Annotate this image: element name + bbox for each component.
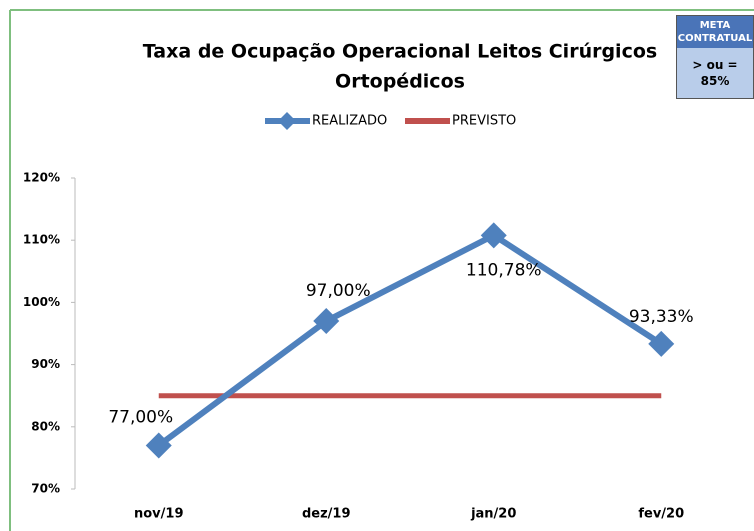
x-tick-label: dez/19 [302,507,351,522]
marker [648,330,675,357]
data-label: 93,33% [629,307,694,327]
y-tick-label: 70% [31,482,60,496]
data-label: 77,00% [108,407,173,427]
x-tick-label: fev/20 [638,507,684,522]
y-tick-label: 100% [23,295,60,309]
y-tick-label: 80% [31,419,60,433]
y-tick-label: 120% [23,171,60,185]
legend-label: PREVISTO [452,114,516,129]
x-tick-label: nov/19 [134,507,184,522]
data-label: 97,00% [306,281,371,301]
marker [145,432,172,459]
marker [313,308,340,335]
chart-title: Taxa de Ocupação Operacional Leitos Cirú… [143,41,657,63]
legend-marker [278,112,296,130]
chart-title: Ortopédicos [335,71,465,93]
marker [480,222,507,249]
y-tick-label: 90% [31,357,60,371]
y-tick-label: 110% [23,233,60,247]
series-line [156,231,663,448]
legend-label: REALIZADO [312,114,387,129]
meta-header: META CONTRATUAL [677,16,753,48]
data-label: 110,78% [466,260,542,280]
x-tick-label: jan/20 [470,507,516,522]
meta-box: META CONTRATUAL > ou = 85% [676,15,754,99]
meta-text: > ou = 85% [677,48,753,98]
